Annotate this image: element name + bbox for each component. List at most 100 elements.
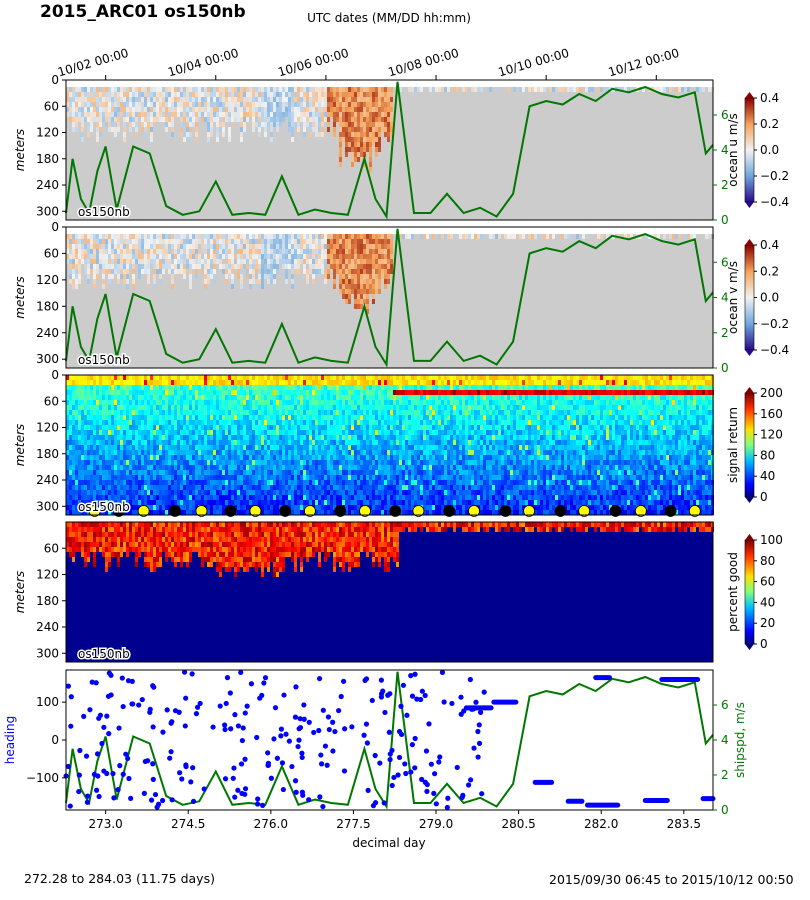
y-axis-label: meters bbox=[13, 129, 27, 171]
top-tick-label: 10/04 00:00 bbox=[166, 46, 240, 80]
colorbar-tick-label: 40 bbox=[760, 595, 775, 609]
colorbar-tick-label: 0.0 bbox=[760, 143, 779, 157]
colorbar-extend-bottom bbox=[745, 497, 754, 503]
colorbar-extend-bottom bbox=[745, 644, 754, 650]
y-tick-label: 300 bbox=[36, 352, 59, 366]
x-tick-label: 277.5 bbox=[336, 817, 370, 831]
figure-title: 2015_ARC01 os150nb bbox=[40, 2, 246, 22]
right-tick-label: 2 bbox=[721, 326, 729, 340]
colorbar-tick-label: 0.4 bbox=[760, 91, 779, 105]
footer-date-range: 2015/09/30 06:45 to 2015/10/12 00:50 bbox=[549, 872, 794, 887]
colorbar-tick-label: −0.4 bbox=[760, 195, 789, 209]
y-tick-label: 300 bbox=[36, 499, 59, 513]
colorbar bbox=[744, 244, 755, 351]
y-tick-label: 0 bbox=[51, 73, 59, 87]
day-marker bbox=[578, 505, 591, 517]
y-tick-label: 180 bbox=[36, 447, 59, 461]
y-tick-label: 240 bbox=[36, 620, 59, 634]
day-marker bbox=[523, 505, 535, 517]
day-marker bbox=[88, 505, 101, 517]
percent-good-field bbox=[66, 522, 714, 577]
x-tick-label: 279.0 bbox=[419, 817, 453, 831]
day-marker bbox=[389, 505, 402, 517]
day-marker bbox=[412, 505, 425, 517]
top-axis-label: UTC dates (MM/DD hh:mm) bbox=[307, 11, 471, 25]
heading-scatter bbox=[63, 669, 487, 811]
colorbar-extend-top bbox=[745, 92, 754, 98]
day-marker bbox=[249, 505, 262, 517]
colorbar-tick-label: 20 bbox=[760, 616, 775, 630]
y-tick-label: −100 bbox=[26, 771, 59, 785]
top-tick-label: 10/10 00:00 bbox=[497, 46, 571, 80]
colorbar-tick-label: 0 bbox=[760, 490, 768, 504]
colorbar-extend-top bbox=[745, 239, 754, 245]
ship-speed-line bbox=[65, 81, 714, 220]
day-marker bbox=[334, 505, 347, 517]
x-tick-label: 274.5 bbox=[171, 817, 205, 831]
footer-day-range: 272.28 to 284.03 (11.75 days) bbox=[24, 871, 215, 886]
colorbar-tick-label: 40 bbox=[760, 469, 775, 483]
top-tick-label: 10/02 00:00 bbox=[56, 46, 130, 80]
colorbar-tick-label: −0.2 bbox=[760, 169, 789, 183]
colorbar bbox=[744, 539, 755, 645]
colorbar-tick-label: −0.2 bbox=[760, 317, 789, 331]
right-tick-label: 6 bbox=[721, 108, 729, 122]
colorbar-tick-label: 60 bbox=[760, 575, 775, 589]
right-tick-label: 0 bbox=[721, 213, 729, 227]
day-marker bbox=[554, 505, 567, 517]
day-marker bbox=[468, 505, 480, 517]
right-tick-label: 0 bbox=[721, 361, 729, 375]
right-tick-label: 6 bbox=[721, 698, 729, 712]
y-tick-label: 180 bbox=[36, 299, 59, 313]
y-tick-label: 100 bbox=[36, 695, 59, 709]
colorbar-tick-label: 0.4 bbox=[760, 238, 779, 252]
panel-frame bbox=[65, 521, 714, 663]
day-marker bbox=[169, 505, 181, 517]
x-tick-label: 280.5 bbox=[501, 817, 535, 831]
day-marker bbox=[195, 505, 208, 517]
y-axis-label: meters bbox=[13, 276, 27, 318]
y-tick-label: 300 bbox=[36, 204, 59, 218]
right-tick-label: 4 bbox=[721, 733, 729, 747]
ship-speed-line bbox=[65, 671, 714, 810]
colorbar-tick-label: 0.0 bbox=[760, 291, 779, 305]
colorbar-tick-label: 0.2 bbox=[760, 117, 779, 131]
velocity-field bbox=[66, 87, 714, 172]
colorbar-tick-label: 200 bbox=[760, 386, 783, 400]
y-tick-label: 60 bbox=[44, 394, 59, 408]
panel-instrument-label: os150nb bbox=[78, 647, 130, 661]
signal-field bbox=[66, 375, 714, 515]
right-tick-label: 4 bbox=[721, 291, 729, 305]
day-marker bbox=[664, 505, 677, 517]
day-marker bbox=[443, 505, 456, 517]
day-marker bbox=[137, 505, 150, 517]
colorbar-tick-label: 80 bbox=[760, 448, 775, 462]
y-tick-label: 180 bbox=[36, 594, 59, 608]
day-marker bbox=[499, 505, 512, 517]
y-tick-label: 120 bbox=[36, 568, 59, 582]
panel-instrument-label: os150nb bbox=[78, 500, 130, 514]
colorbar-extend-top bbox=[745, 534, 754, 540]
y-tick-label: 120 bbox=[36, 273, 59, 287]
right-tick-label: 2 bbox=[721, 178, 729, 192]
y-tick-label: 240 bbox=[36, 326, 59, 340]
top-tick-label: 10/08 00:00 bbox=[386, 46, 460, 80]
colorbar-tick-label: 120 bbox=[760, 428, 783, 442]
colorbar-tick-label: 0 bbox=[760, 637, 768, 651]
shipspd-axis-label: shipspd, m/s bbox=[733, 702, 747, 778]
colorbar-label: ocean v m/s bbox=[726, 261, 740, 334]
y-tick-label: 60 bbox=[44, 541, 59, 555]
y-tick-label: 0 bbox=[51, 733, 59, 747]
y-tick-label: 240 bbox=[36, 473, 59, 487]
colorbar-label: ocean u m/s bbox=[726, 113, 740, 187]
y-tick-label: 180 bbox=[36, 152, 59, 166]
colorbar bbox=[744, 392, 755, 498]
panel-frame bbox=[65, 374, 714, 516]
day-marker bbox=[609, 505, 622, 517]
right-tick-label: 6 bbox=[721, 255, 729, 269]
colorbar-tick-label: 100 bbox=[760, 533, 783, 547]
colorbar-tick-label: 0.2 bbox=[760, 264, 779, 278]
panel-instrument-label: os150nb bbox=[78, 205, 130, 219]
x-tick-label: 282.0 bbox=[584, 817, 618, 831]
y-tick-label: 120 bbox=[36, 126, 59, 140]
